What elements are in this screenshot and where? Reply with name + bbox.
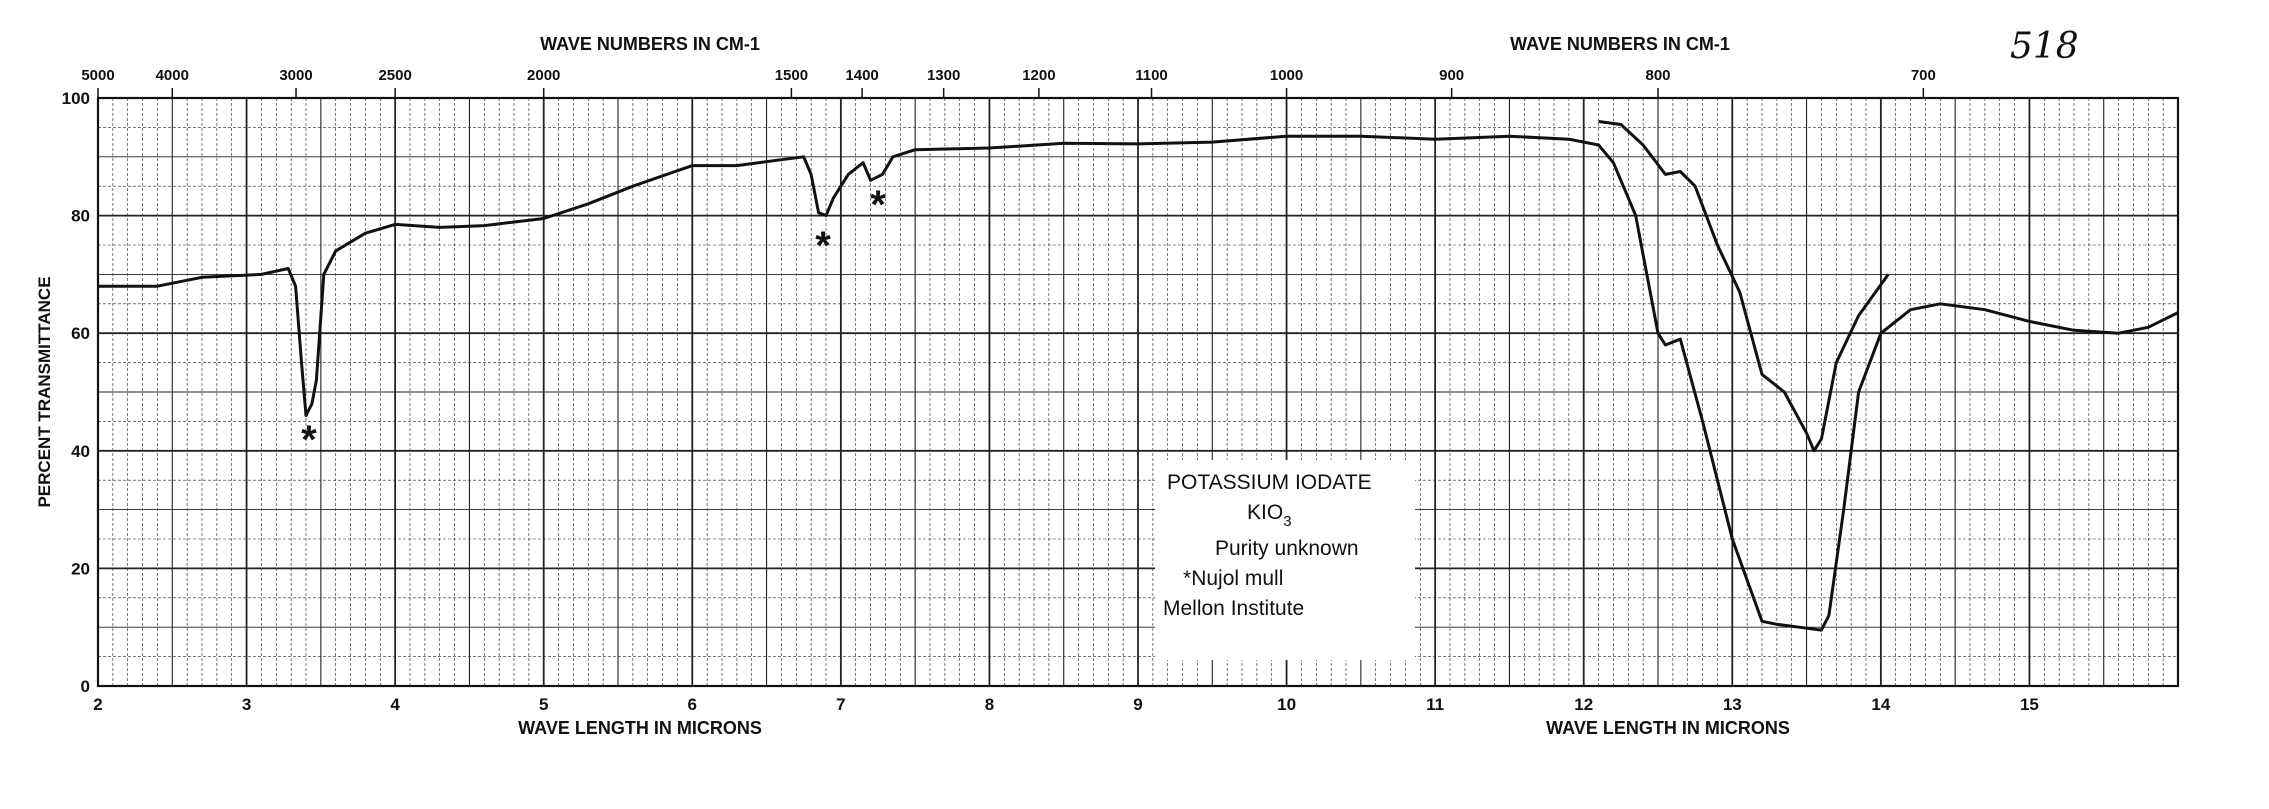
nujol-text: Nujol mull: [1191, 567, 1284, 590]
x-tick-label: 6: [688, 695, 697, 714]
top-tick-label: 5000: [81, 67, 114, 84]
y-tick-label: 40: [71, 442, 90, 461]
x-tick-label: 9: [1133, 695, 1142, 714]
nujol-marker-point: *: [815, 224, 831, 268]
x-tick-label: 5: [539, 695, 548, 714]
nujol-marker: *: [1183, 567, 1192, 590]
top-tick-label: 800: [1645, 67, 1670, 84]
y-tick-label: 0: [81, 677, 90, 696]
chart-axes: 2 3 4 5 6 7 8 9 10 11 12 13 14 15 0 20 40 60 80 100 5000 4000…: [35, 34, 2180, 738]
top-tick-label: 3000: [279, 67, 312, 84]
top-tick-label: 2000: [527, 67, 560, 84]
formula-main: KIO: [1247, 501, 1284, 524]
page-number: 518: [2010, 26, 2079, 67]
chart-markers: * * *: [301, 183, 886, 462]
x-tick-label: 15: [2020, 695, 2039, 714]
x-axis-label-left: WAVE LENGTH IN MICRONS: [518, 718, 762, 738]
top-tick-label: 2500: [378, 67, 411, 84]
y-tick-label: 80: [71, 207, 90, 226]
x-tick-label: 3: [242, 695, 251, 714]
nujol-marker-point: *: [870, 183, 886, 227]
formula-subscript: 3: [1283, 513, 1292, 530]
x-tick-label: 8: [985, 695, 994, 714]
x-tick-label: 7: [836, 695, 845, 714]
x-tick-label: 10: [1277, 695, 1296, 714]
plot-frame: [96, 96, 2180, 688]
top-tick-label: 1000: [1270, 67, 1303, 84]
x-tick-label: 2: [93, 695, 102, 714]
series-line-2: [1598, 120, 1890, 453]
top-tick-label: 1300: [927, 67, 960, 84]
top-tick-label: 700: [1911, 67, 1936, 84]
chart-grid: [97, 97, 2179, 687]
top-tick-label: 900: [1439, 67, 1464, 84]
compound-name: POTASSIUM IODATE: [1167, 471, 1372, 494]
x-axis-label-right: WAVE LENGTH IN MICRONS: [1546, 718, 1790, 738]
top-tick-label: 1100: [1135, 67, 1168, 84]
y-tick-label: 100: [62, 89, 90, 108]
compound-info-box: POTASSIUM IODATE KIO3 Purity unknown *Nu…: [1155, 460, 1415, 660]
top-tick-label: 1400: [845, 67, 878, 84]
top-tick-label: 1200: [1022, 67, 1055, 84]
source-note: Mellon Institute: [1163, 597, 1305, 620]
x-tick-label: 14: [1871, 695, 1890, 714]
nujol-marker-point: *: [301, 418, 317, 462]
chart-series: [98, 120, 2179, 632]
y-tick-label: 20: [71, 559, 90, 578]
x-tick-label: 12: [1574, 695, 1593, 714]
top-axis-label-left: WAVE NUMBERS IN CM-1: [540, 34, 760, 54]
y-tick-label: 60: [71, 324, 90, 343]
nujol-note: *Nujol mull: [1183, 564, 1283, 594]
compound-formula: KIO3: [1247, 498, 1292, 530]
x-tick-label: 11: [1426, 695, 1444, 714]
top-tick-label: 4000: [156, 67, 189, 84]
x-tick-label: 13: [1723, 695, 1742, 714]
top-tick-label: 1500: [775, 67, 808, 84]
series-line-1: [98, 134, 2179, 632]
purity-note: Purity unknown: [1215, 537, 1359, 560]
x-tick-label: 4: [390, 695, 400, 714]
y-axis-label: PERCENT TRANSMITTANCE: [35, 276, 54, 507]
top-axis-label-right: WAVE NUMBERS IN CM-1: [1510, 34, 1730, 54]
